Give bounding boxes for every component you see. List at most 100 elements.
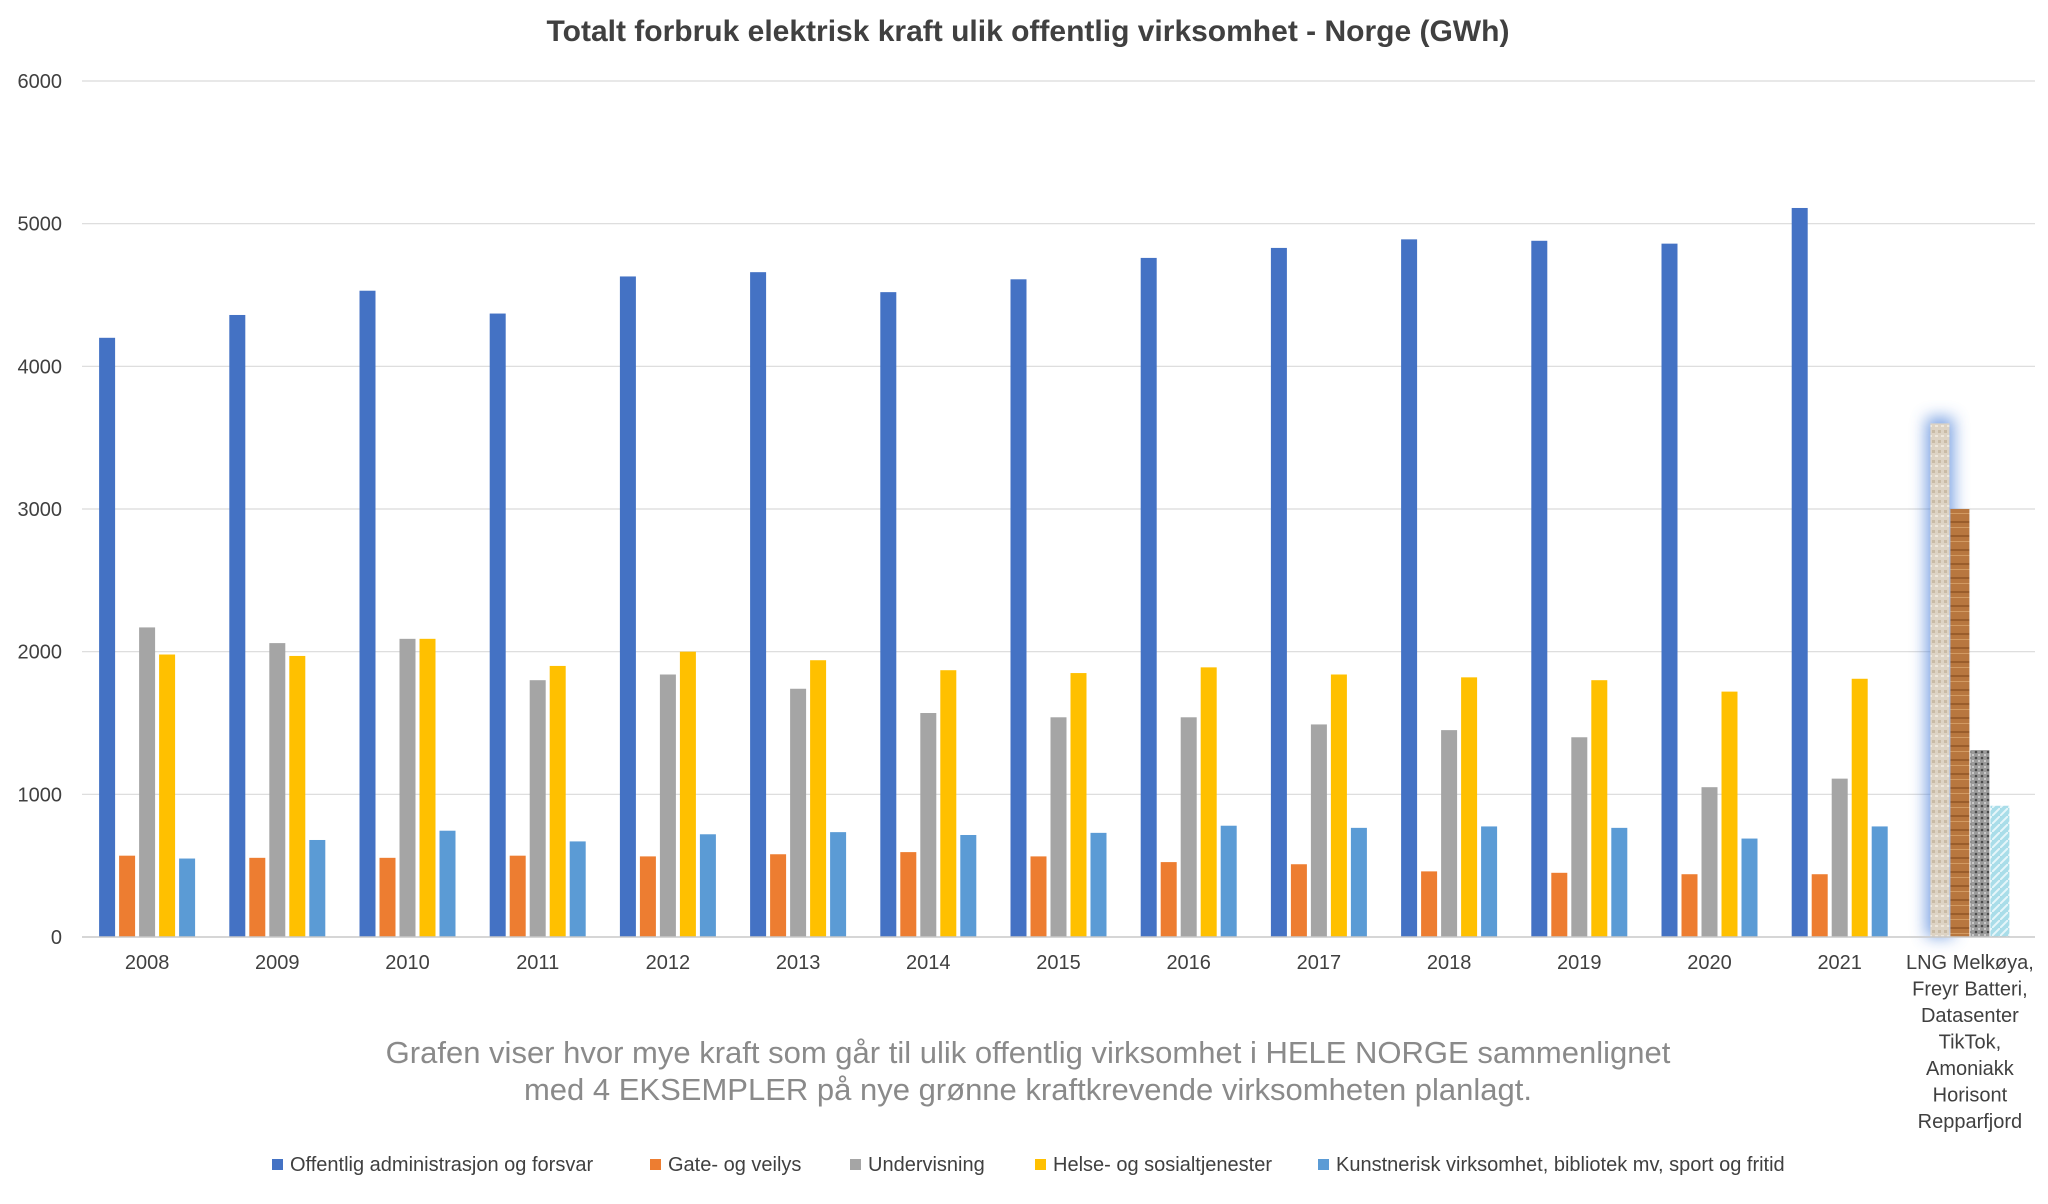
bar xyxy=(750,272,767,937)
bar xyxy=(1681,874,1698,937)
bar xyxy=(1481,826,1498,937)
bar xyxy=(1950,509,1970,937)
bar xyxy=(1721,691,1738,937)
bar xyxy=(1220,825,1237,937)
bar xyxy=(1310,724,1327,937)
bar xyxy=(1050,717,1067,937)
bar xyxy=(1461,677,1478,937)
bar xyxy=(1200,667,1217,937)
x-tick-label: 2021 xyxy=(1817,952,1862,974)
x-tick-label: 2008 xyxy=(125,952,170,974)
y-axis-ticks: 0 1000 2000 3000 4000 5000 6000 xyxy=(18,71,63,949)
x-tick-label: 2020 xyxy=(1687,952,1732,974)
bar xyxy=(359,290,376,938)
y-tick-label: 1000 xyxy=(18,784,63,806)
bar xyxy=(139,627,156,937)
bar xyxy=(1571,737,1588,937)
extra-bars xyxy=(1930,423,2010,937)
bar xyxy=(1990,805,2010,937)
bar xyxy=(229,314,246,937)
bar xyxy=(1421,871,1438,937)
x-tick-label: 2012 xyxy=(646,952,691,974)
x-tick-label: 2014 xyxy=(906,952,951,974)
legend-swatch xyxy=(850,1159,861,1170)
x-tick-label: 2016 xyxy=(1166,952,1211,974)
bar xyxy=(770,854,787,937)
chart-title: Totalt forbruk elektrisk kraft ulik offe… xyxy=(547,15,1510,48)
bar xyxy=(880,292,897,937)
bar xyxy=(810,660,827,937)
x-tick-label: 2015 xyxy=(1036,952,1081,974)
bar xyxy=(1180,717,1197,937)
bar xyxy=(790,688,807,937)
bar xyxy=(439,830,456,937)
bar xyxy=(940,670,957,937)
bar xyxy=(1010,279,1027,938)
bar xyxy=(179,858,196,937)
bar xyxy=(659,674,676,937)
legend-label: Undervisning xyxy=(868,1154,985,1176)
legend-swatch xyxy=(1318,1159,1329,1170)
x-axis-ticks: 2008 2009 2010 2011 2012 2013 2014 2015 2016 2017… xyxy=(125,952,1862,974)
bar xyxy=(1871,826,1888,937)
bar xyxy=(1701,787,1718,937)
legend-label: Helse- og sosialtjenester xyxy=(1053,1154,1272,1176)
bar xyxy=(419,638,436,937)
bar xyxy=(269,643,286,937)
bar xyxy=(399,638,416,937)
legend: Offentlig administrasjon og forsvar Gate-… xyxy=(272,1154,1785,1176)
extra-category-label: LNG Melkøya, Freyr Batteri, Datasenter TikT… xyxy=(1906,952,2034,1133)
bar xyxy=(1290,864,1307,937)
bar xyxy=(309,839,326,937)
y-tick-label: 0 xyxy=(51,927,62,949)
x-tick-label: 2019 xyxy=(1557,952,1602,974)
bar xyxy=(119,855,136,937)
bar xyxy=(1851,678,1868,937)
legend-label: Kunstnerisk virksomhet, bibliotek mv, sp… xyxy=(1336,1154,1785,1176)
x-tick-label: 2009 xyxy=(255,952,300,974)
bar xyxy=(960,834,977,937)
bar xyxy=(1401,239,1418,938)
bar xyxy=(1611,827,1628,937)
bar xyxy=(639,856,656,937)
bar xyxy=(1531,240,1548,937)
bar xyxy=(1140,257,1157,937)
y-tick-label: 5000 xyxy=(18,214,63,236)
y-tick-label: 3000 xyxy=(18,499,63,521)
legend-swatch xyxy=(1035,1159,1046,1170)
bar xyxy=(1030,856,1047,937)
bar xyxy=(619,276,636,937)
bar xyxy=(549,665,566,937)
bar xyxy=(1270,247,1287,938)
bar xyxy=(99,337,116,937)
bars xyxy=(99,207,1888,938)
bar xyxy=(830,832,847,937)
bar xyxy=(1970,750,1990,937)
bar xyxy=(1330,674,1347,937)
legend-swatch xyxy=(272,1159,283,1170)
bar xyxy=(1661,243,1678,937)
bar xyxy=(1350,827,1367,937)
bar xyxy=(289,655,306,937)
bar xyxy=(1831,778,1848,937)
bar xyxy=(509,855,526,937)
annotation-text: Grafen viser hvor mye kraft som går til … xyxy=(386,1035,1671,1107)
legend-label: Offentlig administrasjon og forsvar xyxy=(290,1154,593,1176)
bar xyxy=(1090,832,1107,937)
bar xyxy=(900,852,917,937)
bar xyxy=(1551,872,1568,937)
bar xyxy=(1160,862,1177,937)
bar xyxy=(1441,730,1458,937)
bar xyxy=(529,680,546,937)
bar xyxy=(159,654,176,937)
bar xyxy=(249,857,266,937)
bar xyxy=(489,313,506,938)
bar xyxy=(1930,423,1950,937)
bar xyxy=(679,651,696,937)
bar xyxy=(569,841,586,937)
y-tick-label: 6000 xyxy=(18,71,63,93)
bar xyxy=(920,713,937,937)
x-tick-label: 2018 xyxy=(1427,952,1472,974)
x-tick-label: 2011 xyxy=(516,952,559,974)
y-tick-label: 2000 xyxy=(18,642,63,664)
